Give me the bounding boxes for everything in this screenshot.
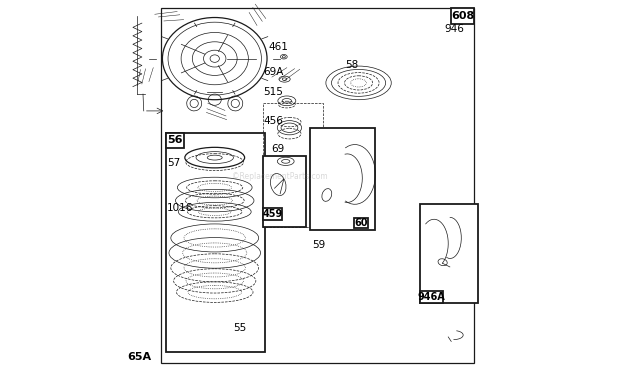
- Text: 58: 58: [345, 60, 359, 70]
- Text: 461: 461: [268, 42, 288, 52]
- Bar: [161, 8, 474, 363]
- Bar: [420, 204, 478, 303]
- Text: 65A: 65A: [127, 352, 151, 363]
- Bar: [310, 128, 375, 231]
- Text: 69A: 69A: [264, 68, 284, 77]
- Text: 59: 59: [312, 240, 325, 250]
- Text: 60: 60: [354, 218, 368, 228]
- Bar: [451, 8, 474, 24]
- Text: 515: 515: [264, 87, 283, 97]
- Text: 456: 456: [264, 116, 283, 126]
- Bar: [166, 134, 265, 352]
- Bar: [264, 156, 306, 227]
- Bar: [354, 218, 368, 228]
- Ellipse shape: [162, 18, 267, 100]
- Bar: [420, 291, 443, 303]
- Text: 56: 56: [167, 135, 183, 146]
- Text: 946A: 946A: [418, 292, 446, 302]
- Text: 1016: 1016: [167, 203, 193, 213]
- Bar: [264, 104, 323, 227]
- Text: 55: 55: [233, 322, 247, 333]
- Bar: [166, 134, 184, 147]
- Text: 946: 946: [445, 24, 464, 34]
- Text: 459: 459: [262, 209, 283, 219]
- Text: 608: 608: [451, 11, 474, 21]
- Text: ©ReplacementParts.com: ©ReplacementParts.com: [232, 172, 328, 181]
- Text: 57: 57: [167, 158, 180, 168]
- Ellipse shape: [185, 147, 245, 168]
- Bar: [264, 209, 282, 220]
- Text: 69: 69: [271, 144, 284, 154]
